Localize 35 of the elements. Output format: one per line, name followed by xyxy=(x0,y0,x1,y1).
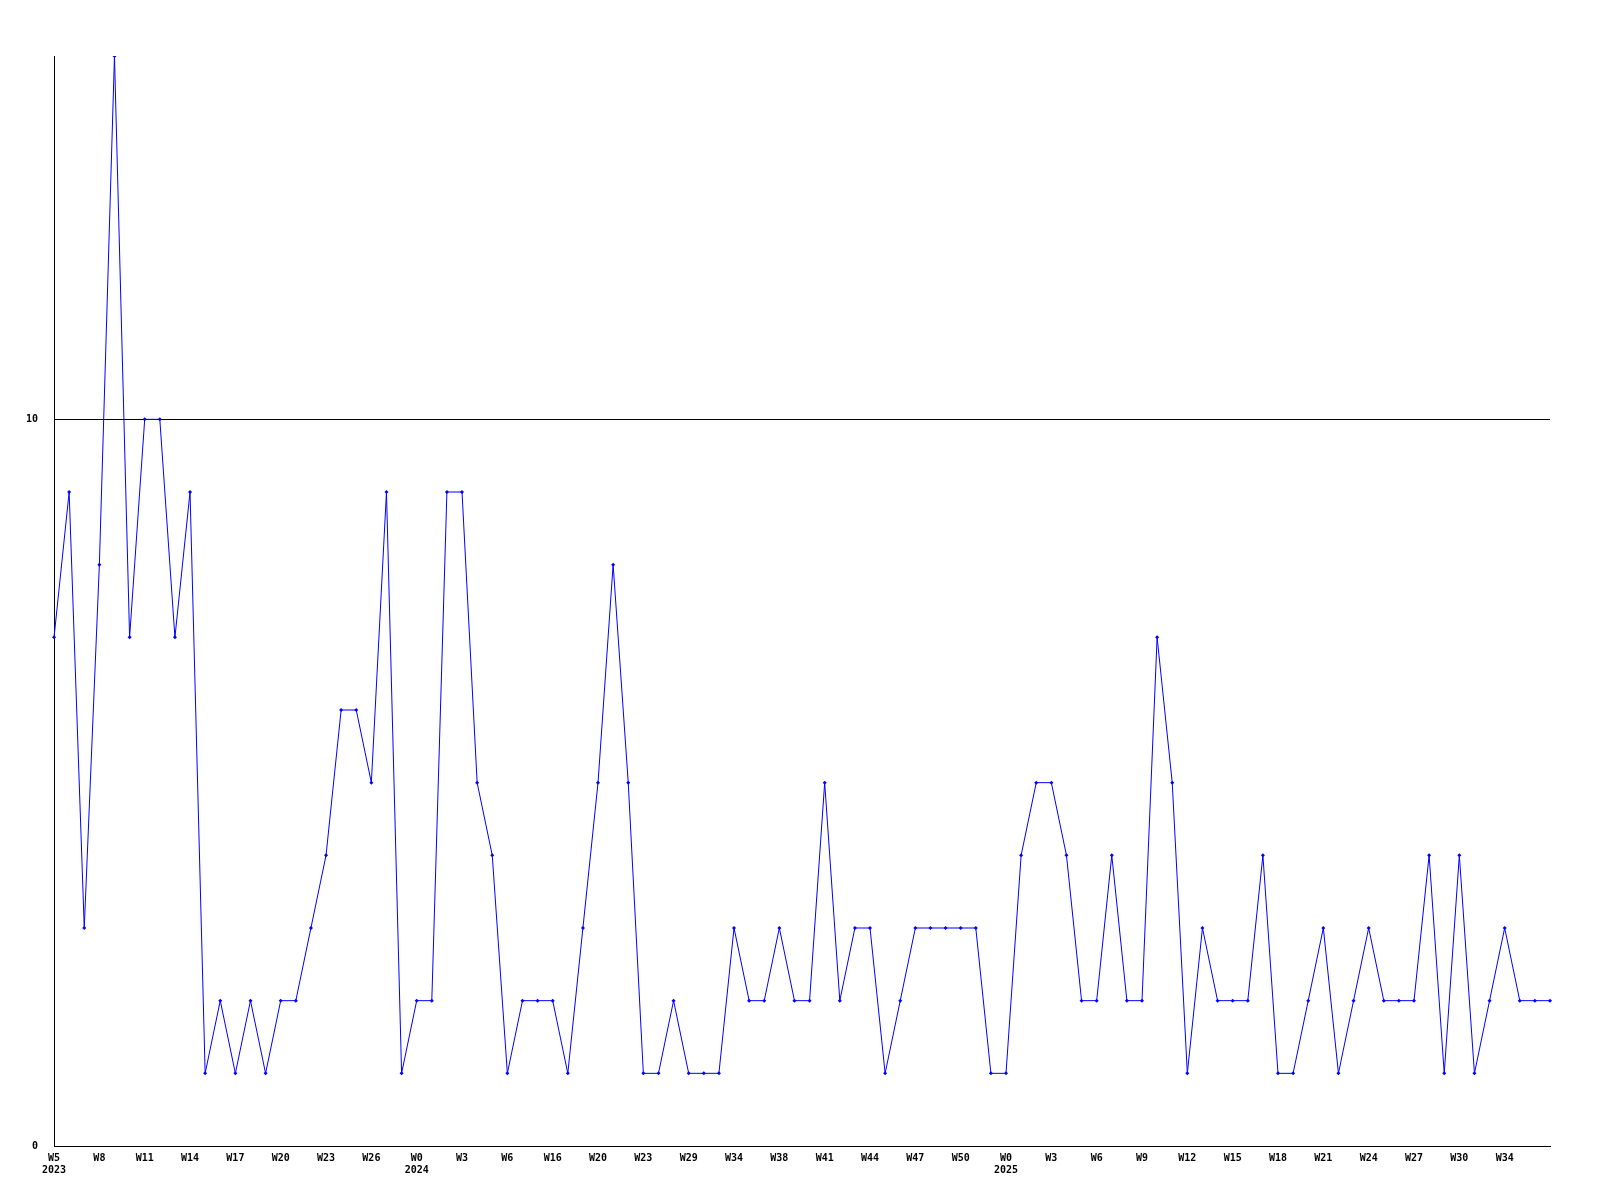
x-tick-label: W15 xyxy=(1223,1151,1242,1163)
x-tick-label: W29 xyxy=(679,1151,698,1163)
x-tick-label: W30 xyxy=(1450,1151,1469,1163)
x-tick-label: W3 xyxy=(456,1151,469,1163)
x-tick-label: W3 xyxy=(1045,1151,1058,1163)
x-tick-label: W21 xyxy=(1314,1151,1333,1163)
y-tick-label: 10 xyxy=(25,412,39,424)
x-tick-label: W16 xyxy=(543,1151,562,1163)
x-tick-label: W9 xyxy=(1135,1151,1149,1163)
x-tick-label: W6 xyxy=(1090,1151,1103,1163)
x-tick-label: W18 xyxy=(1268,1151,1288,1163)
x-tick-label: W50 xyxy=(951,1151,970,1163)
x-tick-label: W27 xyxy=(1404,1151,1424,1163)
x-tick-label: W24 xyxy=(1359,1151,1378,1163)
x-tick-label: W8 xyxy=(93,1151,106,1163)
x-tick-label: W12 xyxy=(1178,1151,1197,1163)
x-tick-label: W6 xyxy=(501,1151,514,1163)
x-tick-label: W17 xyxy=(226,1151,245,1163)
x-tick-label: W44 xyxy=(860,1151,880,1163)
x-tick-label: W41 xyxy=(815,1151,834,1163)
x-tick-label: W14 xyxy=(181,1151,200,1163)
x-tick-label: W20 xyxy=(271,1151,290,1163)
y-tick-label: 0 xyxy=(32,1139,39,1151)
x-tick-label: W23 xyxy=(634,1151,653,1163)
x-tick-label: W20 xyxy=(588,1151,608,1163)
x-tick-label: W0 2025 xyxy=(993,1151,1019,1175)
x-tick-label: W38 xyxy=(770,1151,789,1163)
x-tick-label: W34 xyxy=(1495,1151,1514,1163)
x-tick-label: W26 xyxy=(362,1151,381,1163)
x-tick-label: W0 2024 xyxy=(404,1151,429,1175)
x-tick-label: W5 2023 xyxy=(41,1151,67,1175)
x-tick-label: W23 xyxy=(317,1151,336,1163)
x-tick-label: W11 xyxy=(135,1151,154,1163)
x-tick-label: W34 xyxy=(724,1151,744,1163)
x-tick-label: W47 xyxy=(906,1151,925,1163)
